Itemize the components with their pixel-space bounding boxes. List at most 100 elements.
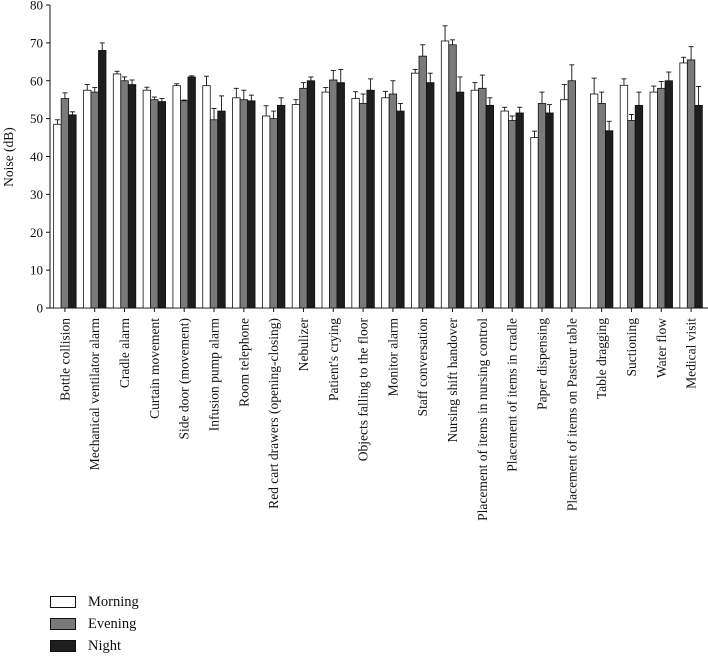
bar-evening [508, 120, 517, 309]
bar-night [187, 76, 196, 309]
bar-evening [657, 87, 666, 309]
bar-evening [299, 87, 308, 309]
bar-evening [418, 55, 427, 309]
category-label: Curtain movement [147, 318, 162, 419]
bar-night [247, 100, 256, 309]
bar-morning [560, 99, 569, 309]
bar-morning [232, 97, 241, 309]
category-label: Placement of items on Pasteur table [564, 318, 579, 511]
category-label: Water flow [654, 318, 669, 378]
bar-morning [202, 85, 211, 309]
bar-evening [269, 118, 278, 309]
y-tick-label: 60 [30, 73, 43, 88]
bar-night [604, 130, 614, 309]
category-label: Objects falling to the floor [356, 318, 371, 462]
bar-morning [381, 97, 390, 309]
legend-label-morning: Morning [88, 593, 139, 610]
category-label: Cradle alarm [117, 318, 132, 389]
category-labels: Bottle collision Mechanical ventilator al… [57, 318, 698, 521]
y-tick-label: 20 [30, 225, 43, 240]
category-label: Room telephone [236, 318, 251, 407]
legend-swatch-night [50, 640, 76, 652]
legend-swatch-morning [50, 596, 76, 608]
legend-item-evening: Evening [50, 613, 139, 635]
y-axis: 0 10 20 30 40 50 60 70 80 [30, 0, 51, 316]
legend-label-night: Night [88, 637, 122, 654]
category-label: Table dragging [594, 318, 609, 399]
bar-evening [478, 87, 487, 309]
bar-night [694, 104, 703, 309]
bar-morning [679, 62, 688, 309]
bar-morning [500, 110, 509, 309]
category-label: Side door (movement) [177, 318, 192, 439]
bar-morning [142, 89, 152, 309]
category-label: Nebulizer [296, 318, 311, 372]
bar-evening [627, 120, 636, 309]
category-label: Placement of items in nursing control [475, 318, 490, 521]
bar-evening [90, 91, 99, 309]
bar-morning [83, 89, 92, 309]
bar-night [306, 80, 316, 309]
y-tick-label: 80 [30, 0, 43, 13]
bars [53, 40, 703, 309]
bar-night [157, 101, 167, 309]
y-tick-label: 70 [30, 35, 43, 50]
bar-night [276, 104, 286, 309]
bar-night [545, 112, 554, 309]
error-bars [54, 25, 702, 138]
bar-night [68, 114, 77, 309]
legend-item-night: Night [50, 635, 139, 657]
legend-label-evening: Evening [88, 615, 137, 632]
category-label: Bottle collision [57, 318, 72, 401]
y-tick-label: 50 [30, 111, 43, 126]
bar-morning [440, 40, 450, 309]
bar-night [217, 110, 226, 309]
bar-morning [649, 91, 658, 309]
x-axis [50, 307, 708, 312]
bar-morning [291, 104, 301, 309]
bar-evening [239, 99, 248, 309]
category-label: Suctioning [624, 318, 639, 377]
bar-morning [261, 115, 271, 309]
bar-night [426, 82, 435, 309]
bar-morning [470, 89, 480, 309]
category-label: Monitor alarm [385, 318, 400, 397]
y-axis-label: Noise (dB) [1, 127, 16, 187]
bar-night [336, 82, 345, 309]
bar-morning [112, 73, 122, 309]
bar-night [485, 104, 495, 309]
bar-evening [597, 103, 606, 309]
category-label: Medical visit [684, 318, 699, 389]
bar-evening [567, 80, 576, 309]
legend: Morning Evening Night [50, 591, 139, 657]
y-tick-label: 0 [37, 301, 44, 316]
bar-morning [53, 123, 62, 309]
y-tick-label: 10 [30, 263, 43, 278]
category-label: Paper dispensing [535, 318, 550, 410]
legend-item-morning: Morning [50, 591, 139, 613]
bar-chart: 0 10 20 30 40 50 60 70 80 Bottle collision Mechan… [1, 0, 708, 521]
bar-evening [120, 80, 129, 309]
bar-evening [537, 103, 547, 309]
y-tick-label: 30 [30, 187, 43, 202]
category-label: Nursing shift handover [445, 318, 460, 443]
y-tick-label: 40 [30, 149, 43, 164]
bar-night [98, 50, 107, 309]
bar-night [127, 84, 137, 309]
bar-morning [172, 85, 181, 309]
bar-morning [351, 98, 360, 309]
category-label: Infusion pump alarm [207, 318, 222, 432]
bar-morning [589, 93, 599, 309]
bar-evening [388, 93, 398, 309]
bar-evening [60, 98, 70, 309]
bar-evening [180, 100, 189, 309]
bar-morning [321, 91, 330, 309]
bar-evening [150, 99, 159, 309]
category-label: Mechanical ventilator alarm [87, 318, 102, 471]
bar-evening [448, 44, 457, 309]
bar-night [515, 112, 524, 309]
category-label: Patient's crying [326, 318, 341, 401]
bar-night [396, 110, 405, 309]
bar-evening [686, 59, 696, 309]
bar-evening [329, 79, 338, 309]
